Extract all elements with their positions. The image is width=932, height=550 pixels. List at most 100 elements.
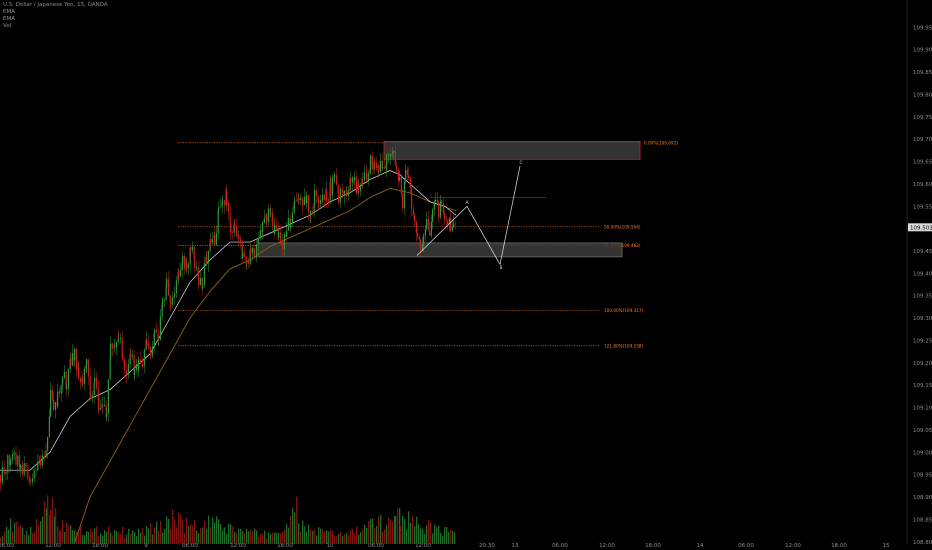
volume-bar (422, 528, 424, 544)
candle-body (70, 359, 72, 366)
volume-bar (432, 533, 434, 544)
indicator-ema-2[interactable]: EMA (3, 16, 15, 22)
candle-body (173, 296, 175, 298)
candle-body (299, 197, 301, 200)
volume-bar (47, 495, 49, 544)
candle-body (58, 391, 60, 394)
volume-bar (324, 531, 326, 544)
candle-body (409, 178, 411, 188)
candle-body (181, 263, 183, 271)
candle-body (427, 218, 429, 230)
candle-body (161, 302, 163, 317)
candle-body (393, 150, 395, 153)
volume-bar (395, 516, 397, 544)
volume-bar (24, 534, 26, 544)
candle-body (109, 357, 111, 380)
volume-bar (40, 521, 42, 544)
candle-body (275, 225, 277, 229)
volume-bar (330, 529, 332, 544)
volume-bar (70, 525, 72, 544)
volume-bar (92, 531, 94, 544)
volume-bar (270, 534, 272, 544)
volume-bar (414, 526, 416, 544)
volume-bar (90, 528, 92, 544)
volume-bar (57, 526, 59, 544)
volume-bar (222, 529, 224, 544)
volume-bar (78, 532, 80, 544)
volume-bar (228, 523, 230, 544)
candle-body (182, 255, 184, 264)
volume-bar (50, 509, 52, 544)
candle-body (338, 193, 340, 203)
candle-body (45, 450, 47, 457)
wave-A-line (416, 206, 468, 256)
x-tick-label: 06:00 (738, 543, 754, 549)
candle-body (319, 200, 321, 204)
wave-label-A: A (466, 200, 469, 205)
candle-body (354, 177, 356, 181)
candle-body (165, 285, 167, 300)
candle-body (153, 333, 155, 347)
volume-bar (372, 518, 374, 544)
candle-body (29, 478, 31, 482)
volume-bar (102, 535, 104, 544)
indicator-ema-1[interactable]: EMA (3, 9, 15, 15)
candle-body (207, 250, 209, 264)
candle-body (283, 234, 285, 250)
volume-bar (424, 533, 426, 544)
volume-bar (278, 532, 280, 544)
candle-body (166, 279, 168, 286)
candle-body (231, 232, 233, 233)
candle-body (3, 466, 5, 474)
volume-bar (304, 526, 306, 544)
volume-bar (136, 536, 138, 544)
volume-bar (132, 530, 134, 544)
volume-bar (59, 529, 61, 544)
candle-body (138, 359, 140, 371)
volume-bar (72, 530, 74, 544)
wave-C-line (499, 165, 521, 265)
candle-body (126, 370, 128, 375)
candle-body (41, 455, 43, 466)
candle-body (306, 195, 308, 204)
support-zone (257, 242, 623, 258)
volume-bar (156, 521, 158, 544)
volume-bar (162, 532, 164, 544)
volume-bar (306, 531, 308, 544)
candle-body (1, 466, 3, 483)
candle-body (85, 364, 87, 369)
volume-bar (397, 508, 399, 544)
candle-body (314, 190, 316, 204)
candle-body (249, 249, 251, 264)
x-tick-label: 20:30 (479, 543, 495, 549)
candle-body (5, 472, 7, 474)
candle-body (363, 172, 365, 181)
volume-bar (210, 527, 212, 544)
candle-body (63, 371, 65, 378)
x-tick-label: 06:00 (368, 543, 384, 549)
volume-bar (108, 526, 110, 544)
candle-body (215, 233, 217, 245)
candle-body (150, 351, 152, 356)
indicator-vol[interactable]: Vol (3, 23, 12, 29)
volume-bar (268, 532, 270, 544)
candle-body (391, 152, 393, 154)
volume-bar (142, 528, 144, 544)
symbol-title[interactable]: U.S. Dollar / Japanese Yen, 15, OANDA (3, 2, 108, 8)
candle-body (432, 209, 434, 222)
candle-body (350, 178, 352, 183)
candle-body (106, 413, 108, 418)
volume-bar (170, 528, 172, 544)
volume-bar (416, 516, 418, 544)
fib-level-label: 121.80%(109.238) (604, 343, 644, 348)
volume-bar (80, 525, 82, 544)
candle-body (271, 212, 273, 226)
y-tick-label: 108.950 (913, 473, 932, 479)
candle-body (27, 467, 29, 479)
candle-body (423, 235, 425, 246)
candle-body (60, 385, 62, 394)
volume-bar (336, 535, 338, 544)
candle-body (195, 266, 197, 268)
x-tick-label: 06:00 (182, 543, 198, 549)
